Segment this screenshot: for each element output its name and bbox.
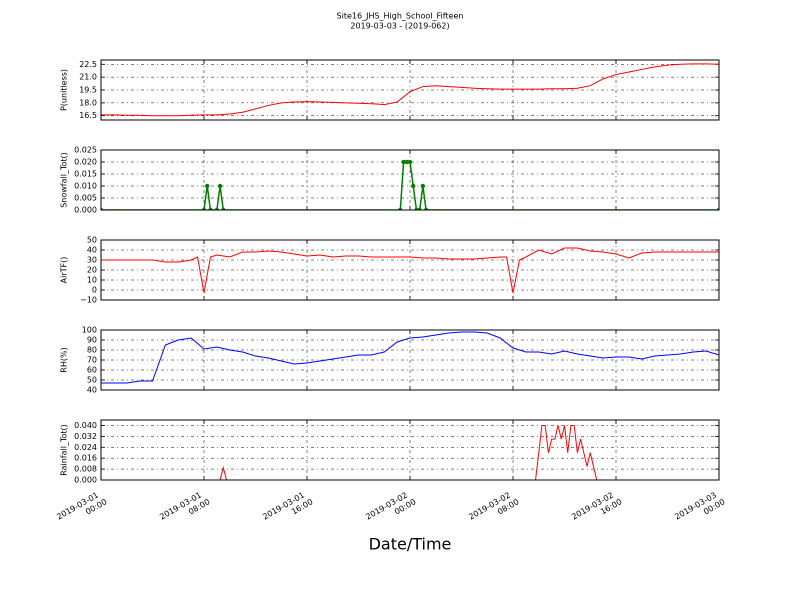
x-tick-label: 2019-03-0200:00 [364, 488, 417, 530]
data-line [101, 247, 719, 294]
y-tick-label: 40 [87, 386, 97, 395]
panel-frame [100, 59, 720, 121]
y-tick-label: 10 [87, 276, 97, 285]
data-line [101, 424, 719, 480]
data-point [404, 159, 409, 165]
x-tick-label: 2019-03-0208:00 [467, 488, 520, 530]
y-tick-label: 0.040 [74, 421, 97, 430]
chart-subtitle: 2019-03-03 - (2019-062) [350, 22, 449, 31]
plot-area [101, 63, 719, 117]
y-tick-label: 30 [87, 256, 97, 265]
y-axis-label: AirTF() [60, 257, 69, 284]
data-line [101, 63, 719, 117]
y-tick-label: 0.000 [74, 476, 97, 485]
data-point [214, 207, 220, 210]
data-point [411, 183, 416, 189]
y-tick-label: 0.015 [74, 170, 97, 179]
data-point [423, 207, 429, 210]
panel-frame [100, 329, 720, 391]
y-tick-label: 40 [87, 246, 97, 255]
plot-area [101, 424, 719, 480]
y-tick-label: 0.032 [74, 432, 97, 441]
data-point [420, 183, 426, 189]
data-point [407, 159, 413, 165]
y-tick-label: 0.005 [74, 194, 97, 203]
y-tick-label: 0.000 [74, 206, 97, 215]
y-tick-label: 0.010 [74, 182, 97, 191]
y-axis-label: Rainfall_Tot() [60, 424, 69, 476]
panel-frame [100, 239, 720, 301]
x-tick-label: 2019-03-0300:00 [673, 488, 726, 530]
data-point [401, 159, 406, 165]
y-axis-label: RH(%) [60, 347, 69, 372]
data-point [101, 207, 104, 210]
y-tick-label: 21.0 [79, 73, 97, 82]
data-point [208, 207, 213, 210]
y-tick-label: 0.025 [74, 146, 97, 155]
x-tick-label: 2019-03-0108:00 [158, 488, 211, 530]
x-tick-label: 2019-03-0216:00 [570, 488, 623, 530]
y-tick-label: 50 [87, 236, 97, 245]
y-tick-label: 18.0 [79, 98, 97, 107]
data-point [205, 183, 210, 189]
plot-area [101, 247, 719, 294]
x-tick-label: 2019-03-0100:00 [55, 488, 108, 530]
y-tick-label: 16.5 [79, 111, 97, 120]
data-point [417, 207, 422, 210]
plot-area [101, 331, 719, 384]
y-tick-label: 70 [87, 356, 97, 365]
y-tick-label: 100 [82, 326, 97, 335]
data-point [398, 207, 403, 210]
y-tick-label: 0.008 [74, 465, 97, 474]
plot-area [101, 159, 719, 210]
y-tick-label: 20 [87, 266, 97, 275]
x-axis-label: Date/Time [369, 535, 452, 554]
y-tick-label: 0.020 [74, 158, 97, 167]
y-tick-label: 0.016 [74, 454, 97, 463]
y-axis-label: Snowfall_Tot() [60, 152, 69, 208]
panel-frame [100, 419, 720, 481]
y-tick-label: 80 [87, 346, 97, 355]
y-tick-label: 50 [87, 376, 97, 385]
y-tick-label: 0 [92, 286, 97, 295]
y-axis-label: P(unitless) [60, 69, 69, 111]
y-tick-label: 19.5 [79, 86, 97, 95]
data-point [217, 183, 223, 189]
panel-frame [100, 149, 720, 211]
chart-title: Site16_JHS_High_School_Fifteen [337, 12, 464, 21]
y-tick-label: 0.024 [74, 443, 97, 452]
data-point [716, 207, 719, 210]
y-tick-label: 60 [87, 366, 97, 375]
y-tick-label: 22.5 [79, 60, 97, 69]
y-tick-label: 90 [87, 336, 97, 345]
data-line [101, 331, 719, 384]
y-tick-label: −10 [80, 296, 97, 305]
data-point [201, 207, 207, 210]
x-tick-label: 2019-03-0116:00 [261, 488, 314, 530]
data-point [221, 207, 226, 210]
